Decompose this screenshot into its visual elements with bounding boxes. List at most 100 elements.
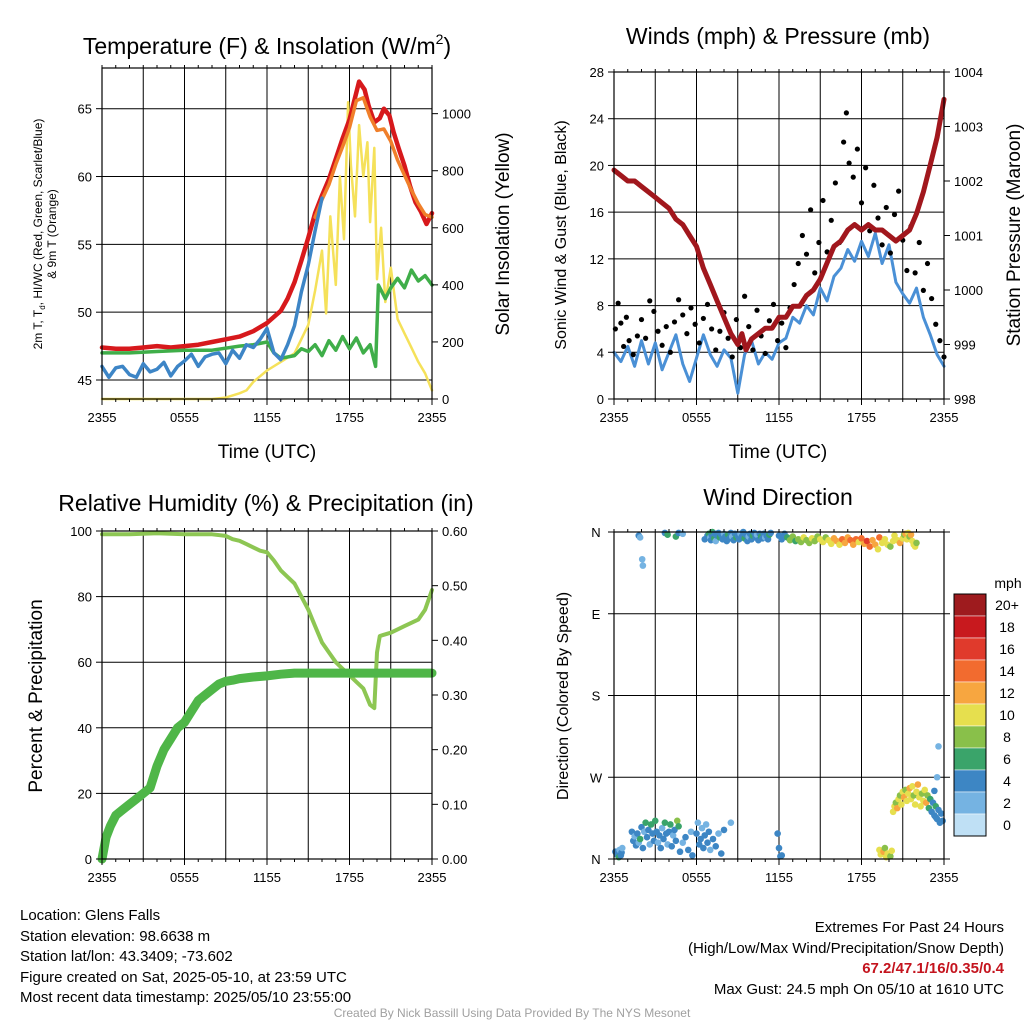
direction-point bbox=[673, 817, 681, 825]
gust-point bbox=[621, 343, 627, 350]
winds-left-ytick-label: 0 bbox=[597, 392, 604, 407]
winds-right-ytick-label: 1001 bbox=[954, 229, 983, 244]
humidity-plot-area: 2355 0555 1155 1755 2355 0 20 40 60 80 100 0.00 0.10… bbox=[70, 524, 467, 885]
direction-point bbox=[675, 823, 682, 830]
winds-left-ytick-label: 8 bbox=[597, 299, 604, 314]
humidity-xtick-label: 1155 bbox=[253, 870, 281, 885]
direction-point bbox=[679, 839, 687, 846]
direction-point bbox=[687, 828, 695, 836]
winds-title: Winds (mph) & Pressure (mb) bbox=[626, 23, 930, 49]
direction-point bbox=[702, 821, 710, 828]
direction-point bbox=[636, 835, 644, 843]
gust-point bbox=[832, 180, 838, 186]
humidity-panel: Relative Humidity (%) & Precipitation (i… bbox=[26, 490, 474, 885]
gust-point bbox=[816, 239, 822, 246]
gust-point bbox=[700, 315, 706, 322]
gust-point bbox=[667, 349, 673, 355]
colorbar-label: 2 bbox=[1003, 795, 1011, 811]
colorbar-label: 16 bbox=[999, 641, 1015, 657]
extremes-title: Extremes For Past 24 Hours bbox=[814, 919, 1004, 936]
temperature-xtick-label: 0555 bbox=[170, 410, 199, 425]
colorbar-unit: mph bbox=[994, 575, 1021, 591]
direction-point bbox=[700, 844, 707, 852]
humidity-line bbox=[100, 531, 434, 711]
gust-point bbox=[843, 110, 849, 116]
gust-point bbox=[713, 347, 719, 353]
gust-point bbox=[824, 249, 830, 255]
temperature-xtick-label: 2355 bbox=[418, 410, 447, 425]
direction-point bbox=[774, 830, 781, 837]
temperature-plot-area: 2355 0555 1155 1755 2355 45 50 55 60 65 0 200 400 600… bbox=[78, 65, 471, 425]
gust-point bbox=[808, 207, 814, 213]
direction-point bbox=[727, 819, 735, 826]
gust-point bbox=[623, 314, 629, 320]
gust-point bbox=[863, 165, 869, 171]
colorbar-swatch bbox=[953, 659, 987, 683]
gust-point bbox=[904, 267, 910, 274]
gust-point bbox=[891, 211, 898, 218]
gust-point bbox=[875, 215, 881, 221]
humidity-xtick-label: 2355 bbox=[88, 870, 117, 885]
direction-point bbox=[881, 844, 889, 852]
direction-point bbox=[913, 539, 920, 547]
temperature-title: Temperature (F) & Insolation (W/m2) bbox=[83, 31, 451, 59]
winds-xtick-label: 2355 bbox=[930, 410, 959, 425]
gust-point bbox=[615, 300, 621, 306]
gust-point bbox=[680, 312, 686, 318]
direction-point bbox=[693, 830, 700, 837]
temperature-right-ytick-label: 200 bbox=[442, 335, 464, 350]
temperature-left-ytick-label: 55 bbox=[78, 237, 92, 252]
station-location: Location: Glens Falls bbox=[20, 907, 161, 924]
insolation-line bbox=[100, 100, 434, 401]
direction-point bbox=[672, 837, 680, 845]
gust-point bbox=[696, 340, 702, 346]
direction-point bbox=[827, 540, 835, 548]
gust-point bbox=[933, 321, 939, 327]
winds-right-ytick-label: 1004 bbox=[954, 65, 983, 80]
direction-point bbox=[874, 545, 882, 553]
gust-point bbox=[634, 333, 640, 339]
gust-point bbox=[883, 204, 889, 211]
gust-point bbox=[754, 307, 760, 313]
humidity-left-ytick-label: 100 bbox=[70, 524, 92, 539]
direction-point bbox=[638, 555, 646, 563]
colorbar-swatch bbox=[953, 593, 987, 617]
gust-point bbox=[746, 323, 752, 330]
humidity-right-ytick-label: 0.60 bbox=[442, 524, 467, 539]
winds-right-ytick-label: 999 bbox=[954, 338, 976, 353]
gust-point bbox=[709, 326, 715, 332]
direction-xtick-label: 0555 bbox=[682, 870, 711, 885]
temperature-xtick-label: 1755 bbox=[335, 410, 364, 425]
colorbar-swatch bbox=[953, 813, 987, 837]
gust-point bbox=[854, 146, 860, 152]
temperature-xtick-label: 2355 bbox=[88, 410, 117, 425]
winds-right-ytick-label: 1002 bbox=[954, 174, 983, 189]
temperature-panel: Temperature (F) & Insolation (W/m2) 2355… bbox=[31, 31, 514, 463]
winds-panel: Winds (mph) & Pressure (mb) 2355 0555 1155… bbox=[553, 23, 1024, 463]
temperature-left-ytick-label: 65 bbox=[78, 102, 92, 117]
dewpoint-line bbox=[100, 268, 434, 369]
humidity-ylabel-left: Percent & Precipitation bbox=[26, 599, 47, 792]
gust-point bbox=[676, 297, 682, 303]
direction-xtick-label: 1755 bbox=[847, 870, 876, 885]
winds-right-ytick-label: 1003 bbox=[954, 120, 983, 135]
gust-point bbox=[871, 182, 877, 188]
winds-right-ytick-label: 998 bbox=[954, 392, 976, 407]
direction-point bbox=[863, 537, 871, 545]
direction-point bbox=[684, 846, 692, 854]
humidity-right-ytick-label: 0.10 bbox=[442, 797, 467, 812]
winds-xtick-label: 1155 bbox=[765, 410, 793, 425]
gust-point bbox=[684, 331, 690, 337]
direction-point bbox=[898, 801, 905, 808]
colorbar-swatch bbox=[953, 681, 987, 705]
colorbar-label: 12 bbox=[999, 685, 1015, 701]
humidity-right-ytick-label: 0.30 bbox=[442, 688, 467, 703]
direction-ytick-label: N bbox=[591, 852, 600, 867]
gust-point bbox=[791, 281, 797, 288]
temperature-line bbox=[99, 79, 435, 352]
gust-point bbox=[704, 301, 711, 308]
winds-left-ytick-label: 4 bbox=[597, 345, 604, 360]
direction-point bbox=[935, 743, 942, 750]
winds-left-ytick-label: 24 bbox=[590, 112, 604, 127]
direction-point bbox=[715, 830, 722, 837]
